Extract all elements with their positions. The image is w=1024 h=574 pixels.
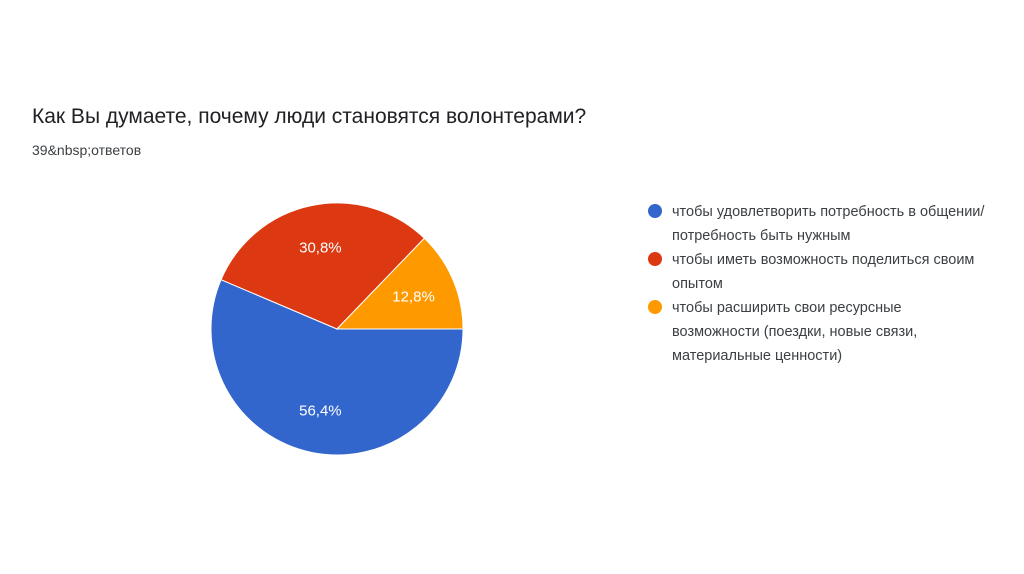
slice-value-label: 12,8%: [392, 288, 435, 305]
legend-dot: [648, 300, 662, 314]
legend-label: чтобы иметь возможность поделиться своим…: [672, 252, 975, 292]
legend-label: чтобы удовлетворить потребность в общени…: [672, 204, 985, 244]
legend: чтобы удовлетворить потребность в общени…: [648, 200, 988, 368]
legend-item[interactable]: чтобы иметь возможность поделиться своим…: [648, 248, 988, 296]
pie-slice[interactable]: [335, 237, 464, 330]
legend-item[interactable]: чтобы удовлетворить потребность в общени…: [648, 200, 988, 248]
response-count: 39&nbsp;ответов: [32, 142, 142, 158]
legend-dot: [648, 252, 662, 266]
pie-slice[interactable]: [220, 202, 426, 330]
slice-value-label: 56,4%: [299, 402, 342, 419]
legend-dot: [648, 204, 662, 218]
legend-item[interactable]: чтобы расширить свои ресурсные возможнос…: [648, 296, 988, 368]
legend-label: чтобы расширить свои ресурсные возможнос…: [672, 300, 918, 364]
pie-slice[interactable]: [210, 279, 464, 456]
slice-value-label: 30,8%: [299, 240, 342, 257]
chart-title: Как Вы думаете, почему люди становятся в…: [32, 105, 587, 128]
